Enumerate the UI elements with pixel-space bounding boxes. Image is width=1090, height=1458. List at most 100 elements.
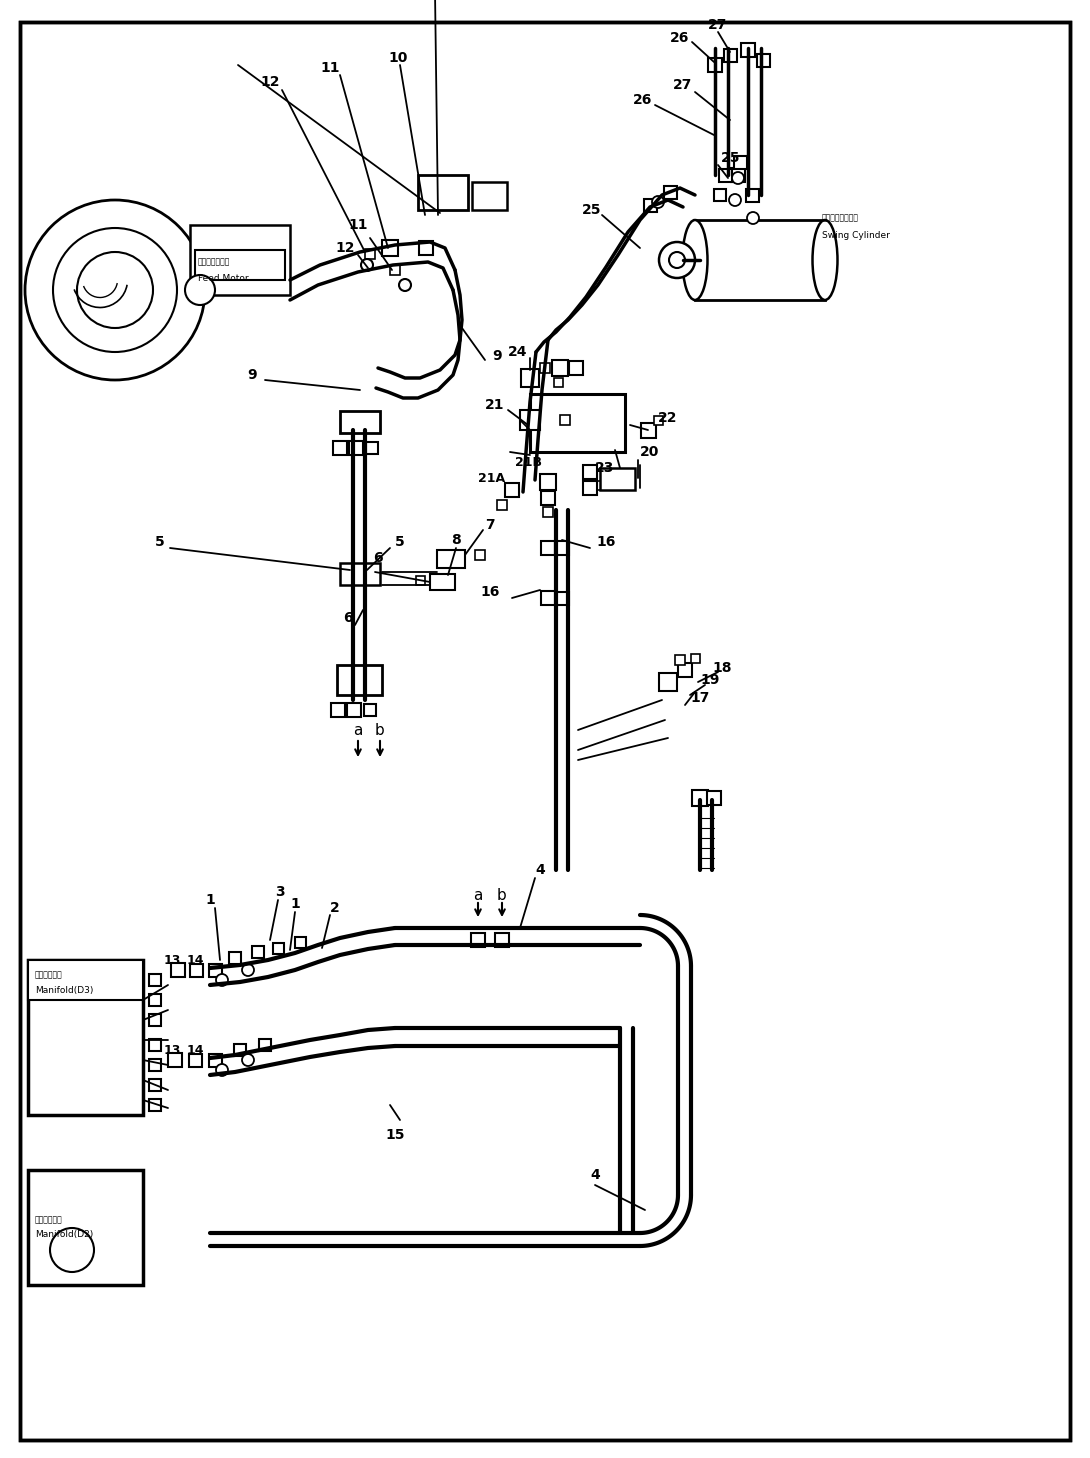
- Circle shape: [77, 252, 153, 328]
- Bar: [195, 249, 284, 280]
- Bar: [583, 481, 597, 496]
- Bar: [149, 1040, 161, 1051]
- Circle shape: [216, 974, 228, 986]
- Bar: [643, 198, 656, 211]
- Text: 8: 8: [451, 534, 461, 547]
- Text: 21B: 21B: [514, 455, 542, 468]
- Bar: [340, 563, 380, 585]
- Bar: [190, 964, 203, 977]
- Bar: [541, 541, 555, 555]
- Bar: [690, 653, 700, 662]
- Bar: [692, 790, 708, 806]
- Bar: [415, 576, 424, 585]
- Text: 16: 16: [481, 585, 500, 599]
- Text: 26: 26: [670, 31, 690, 45]
- Bar: [208, 964, 221, 977]
- Bar: [234, 1044, 246, 1056]
- Text: b: b: [375, 723, 385, 738]
- Bar: [569, 362, 583, 375]
- Bar: [149, 974, 161, 986]
- Ellipse shape: [682, 220, 707, 300]
- Bar: [756, 54, 770, 67]
- Text: 1: 1: [290, 897, 300, 911]
- Bar: [429, 574, 455, 590]
- Text: 26: 26: [633, 93, 653, 106]
- Bar: [168, 1053, 182, 1067]
- Bar: [149, 1079, 161, 1091]
- Bar: [347, 703, 361, 717]
- Bar: [294, 936, 305, 948]
- Text: 27: 27: [674, 77, 692, 92]
- Bar: [540, 474, 556, 490]
- Circle shape: [25, 200, 205, 381]
- Bar: [208, 1054, 221, 1066]
- Bar: [552, 360, 568, 376]
- Text: 13: 13: [164, 954, 181, 967]
- Circle shape: [53, 227, 177, 351]
- Circle shape: [242, 964, 254, 975]
- Text: 22: 22: [658, 411, 678, 424]
- Text: 15: 15: [385, 1128, 404, 1142]
- Text: 23: 23: [595, 461, 615, 475]
- Text: 1: 1: [205, 892, 215, 907]
- Bar: [390, 265, 400, 276]
- Text: 6: 6: [373, 551, 383, 566]
- Bar: [556, 592, 569, 605]
- Bar: [741, 42, 755, 57]
- Text: 11: 11: [348, 219, 367, 232]
- Bar: [252, 946, 264, 958]
- Circle shape: [732, 172, 744, 184]
- Bar: [437, 550, 465, 569]
- Bar: [229, 952, 241, 964]
- Bar: [495, 933, 509, 948]
- Text: 4: 4: [535, 863, 545, 878]
- Bar: [334, 440, 347, 455]
- Bar: [365, 249, 375, 260]
- Text: 14: 14: [186, 1044, 204, 1057]
- Circle shape: [729, 194, 741, 206]
- Bar: [520, 410, 540, 430]
- Text: 7: 7: [485, 518, 495, 532]
- Text: 11: 11: [320, 61, 340, 74]
- Text: 25: 25: [582, 203, 602, 217]
- Bar: [419, 241, 433, 255]
- Text: 21: 21: [485, 398, 505, 413]
- Bar: [340, 411, 380, 433]
- Text: 10: 10: [388, 51, 408, 66]
- Circle shape: [50, 1228, 94, 1271]
- Circle shape: [399, 278, 411, 292]
- Text: 16: 16: [596, 535, 616, 550]
- Bar: [382, 241, 398, 257]
- Bar: [541, 590, 555, 605]
- Bar: [654, 416, 663, 424]
- Text: Manifold(D2): Manifold(D2): [35, 1231, 94, 1239]
- Text: Feed Motor: Feed Motor: [198, 274, 249, 283]
- Bar: [189, 1054, 202, 1066]
- Text: b: b: [497, 888, 507, 903]
- Bar: [543, 507, 553, 518]
- Bar: [497, 500, 507, 510]
- Bar: [718, 169, 731, 181]
- Bar: [349, 440, 363, 455]
- Text: 12: 12: [261, 74, 280, 89]
- Bar: [149, 994, 161, 1006]
- Text: 14: 14: [186, 954, 204, 967]
- Bar: [659, 674, 677, 691]
- Text: a: a: [353, 723, 363, 738]
- Bar: [675, 655, 685, 665]
- Text: 27: 27: [708, 17, 728, 32]
- Bar: [364, 704, 376, 716]
- Text: 24: 24: [508, 346, 528, 359]
- Bar: [521, 369, 538, 386]
- Text: 21A: 21A: [479, 471, 506, 484]
- Text: 5: 5: [155, 535, 165, 550]
- Bar: [505, 483, 519, 497]
- Bar: [554, 378, 562, 386]
- Text: 9: 9: [247, 367, 257, 382]
- Circle shape: [659, 242, 695, 278]
- Text: マニホールド: マニホールド: [35, 971, 63, 980]
- Bar: [190, 225, 290, 295]
- Text: a: a: [473, 888, 483, 903]
- Bar: [149, 1099, 161, 1111]
- Bar: [472, 182, 507, 210]
